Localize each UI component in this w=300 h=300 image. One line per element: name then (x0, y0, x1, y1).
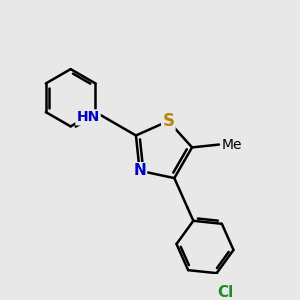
Text: S: S (162, 112, 174, 130)
Text: HN: HN (76, 110, 100, 124)
Text: Cl: Cl (217, 285, 233, 300)
Text: Me: Me (221, 138, 242, 152)
Text: N: N (133, 163, 146, 178)
